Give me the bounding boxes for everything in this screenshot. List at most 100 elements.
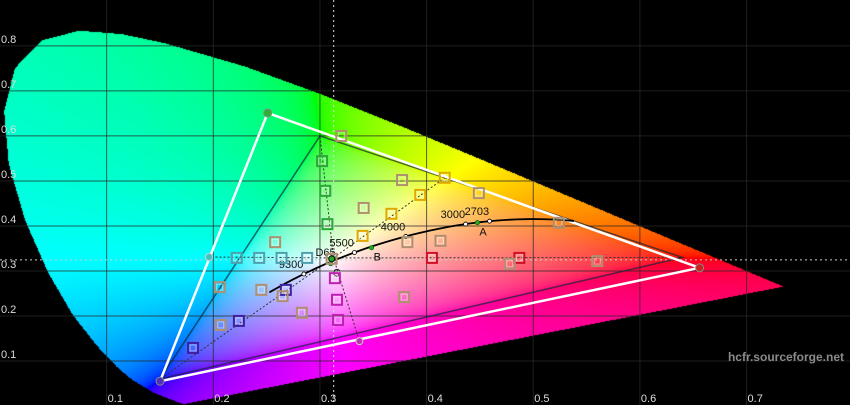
measured-point-inner — [334, 316, 342, 324]
measured-red-primary-marker — [695, 263, 705, 273]
x-tick-label: 0.7 — [748, 393, 763, 405]
measured-point-inner — [360, 204, 368, 212]
y-tick-label: 0.3 — [1, 259, 16, 271]
illuminant-label: B — [374, 252, 381, 264]
measured-point — [321, 218, 334, 231]
measured-point — [357, 201, 370, 214]
measured-point-inner — [323, 220, 331, 228]
measured-point — [331, 293, 344, 306]
measured-point-inner — [515, 254, 523, 262]
x-tick-label: 0.6 — [641, 393, 656, 405]
y-tick-label: 0.4 — [1, 214, 16, 226]
measured-point — [295, 306, 308, 319]
measured-point — [319, 184, 332, 197]
x-tick-label: 0.1 — [108, 393, 123, 405]
x-tick-label: 0.2 — [214, 393, 229, 405]
y-tick-label: 0.8 — [1, 34, 16, 46]
measured-point-inner — [506, 260, 514, 268]
measured-point — [316, 155, 329, 168]
measured-point-inner — [331, 274, 339, 282]
measured-point — [230, 251, 243, 264]
planckian-temperature-label: 4000 — [381, 221, 405, 233]
illuminant-label: A — [479, 227, 487, 239]
planckian-temperature-point — [301, 271, 307, 277]
measured-point-inner — [318, 157, 326, 165]
measured-green-primary-marker — [263, 108, 273, 118]
measured-point — [472, 187, 485, 200]
measured-point-inner — [387, 210, 395, 218]
measured-point-inner — [189, 344, 197, 352]
measured-point-inner — [217, 321, 225, 329]
measured-point — [332, 314, 345, 327]
measured-point-inner — [233, 254, 241, 262]
measured-blue-primary-marker — [155, 376, 165, 386]
white-point-marker — [328, 255, 336, 263]
measured-point-inner — [271, 238, 279, 246]
y-tick-label: 0.5 — [1, 169, 16, 181]
watermark: hcfr.sourceforge.net — [727, 350, 844, 364]
measured-point-inner — [216, 283, 224, 291]
measured-point — [356, 229, 369, 242]
planckian-temperature-point — [487, 218, 492, 224]
measured-point — [401, 236, 414, 249]
measured-point-inner — [416, 191, 424, 199]
y-tick-label: 0.2 — [1, 304, 16, 316]
planckian-temperature-label: 5500 — [329, 237, 353, 249]
saturation-line — [333, 257, 360, 342]
illuminant-point — [474, 220, 480, 226]
planckian-temperature-point — [463, 221, 469, 227]
x-tick-label: 0.3 — [321, 393, 336, 405]
measured-point-inner — [278, 254, 286, 262]
measured-point-inner — [333, 296, 341, 304]
reference-gamut-triangle — [158, 135, 686, 381]
measured-point — [276, 290, 289, 303]
measured-point — [253, 251, 266, 264]
measured-point-inner — [321, 187, 329, 195]
measured-point-inner — [403, 238, 411, 246]
illuminant-point — [369, 245, 375, 251]
measured-point — [275, 251, 288, 264]
measured-point — [269, 236, 282, 249]
measured-point — [398, 291, 411, 304]
measured-point — [213, 281, 226, 294]
measured-point-inner — [436, 237, 444, 245]
saturation-line — [319, 135, 334, 258]
measured-point-inner — [441, 174, 449, 182]
measured-point — [385, 207, 398, 220]
y-tick-label: 0.1 — [1, 349, 16, 361]
measured-point — [187, 341, 200, 354]
measured-point-inner — [428, 254, 436, 262]
measured-point — [396, 174, 409, 187]
measured-point — [214, 318, 227, 331]
measured-point-inner — [475, 189, 483, 197]
measured-point-inner — [303, 254, 311, 262]
measured-point — [335, 129, 348, 142]
measured-point — [552, 216, 565, 229]
measured-point — [301, 251, 314, 264]
measured-point — [232, 314, 245, 327]
x-tick-label: 0.4 — [428, 393, 443, 405]
measured-point-inner — [235, 317, 243, 325]
measured-point — [434, 234, 447, 247]
measured-gamut-triangle — [157, 111, 705, 383]
saturation-line — [159, 257, 334, 380]
measured-point-inner — [337, 132, 345, 140]
measured-point — [425, 251, 438, 264]
secondary-cyan-marker — [205, 253, 214, 262]
measured-point — [255, 283, 268, 296]
y-tick-label: 0.6 — [1, 124, 16, 136]
measured-point-inner — [593, 257, 601, 265]
measured-point — [325, 252, 338, 265]
measured-point-inner — [298, 309, 306, 317]
measured-point-inner — [279, 292, 287, 300]
measured-point-inner — [257, 286, 265, 294]
secondary-magenta-marker — [355, 337, 364, 346]
measured-point — [414, 188, 427, 201]
measured-point — [591, 255, 604, 268]
measured-point-inner — [398, 176, 406, 184]
measured-point-inner — [359, 232, 367, 240]
measured-point — [328, 272, 341, 285]
illuminant-label: D65 — [315, 247, 335, 259]
